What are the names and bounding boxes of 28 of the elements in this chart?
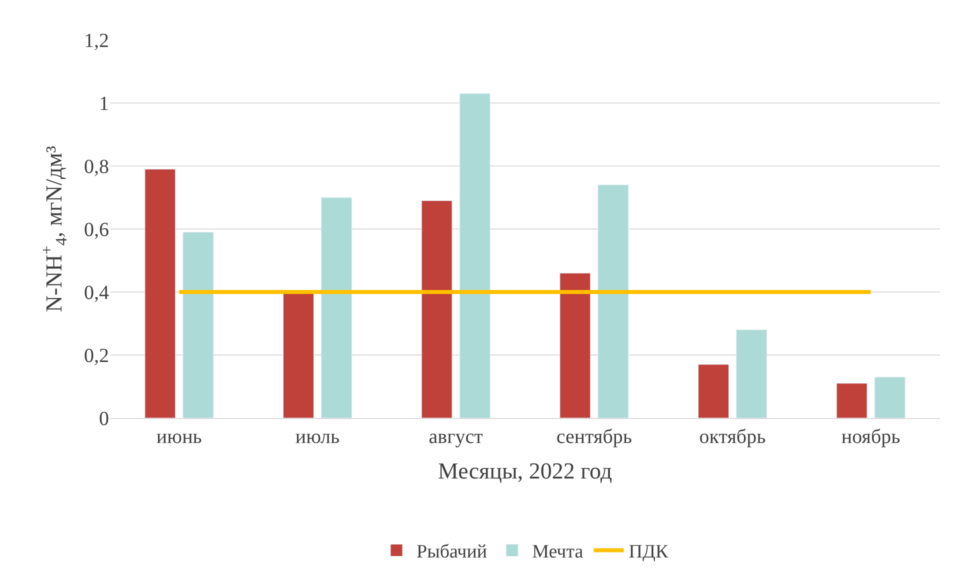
y-tick-label: 0,6 [84,219,109,241]
y-tick-label: 0,4 [84,282,109,304]
bar [598,184,629,418]
x-tick-label: июнь [156,426,202,448]
bar [421,200,452,418]
bar [459,93,490,418]
y-tick-label: 0,8 [84,156,109,178]
y-tick-label: 0 [99,408,109,430]
bar [321,197,352,418]
y-tick-label: 1 [99,93,109,115]
bar [874,376,906,418]
x-axis-title: Месяцы, 2022 год [438,458,612,484]
x-tick-label: октябрь [699,426,766,448]
x-tick-label: сентябрь [556,426,632,448]
bar [560,272,591,418]
bar [182,232,214,418]
x-tick-label: август [428,426,484,448]
x-tick-label: ноябрь [841,426,900,448]
legend-label: Рыбачий [416,542,488,563]
x-tick-label: июль [295,426,340,448]
bar [698,364,729,418]
bar [836,383,868,418]
legend-label: ПДК [628,542,668,563]
y-tick-label: 1,2 [84,30,109,52]
legend-label: Мечта [532,542,584,563]
bar [144,168,176,418]
y-tick-label: 0,2 [84,345,109,367]
bar [736,330,767,418]
